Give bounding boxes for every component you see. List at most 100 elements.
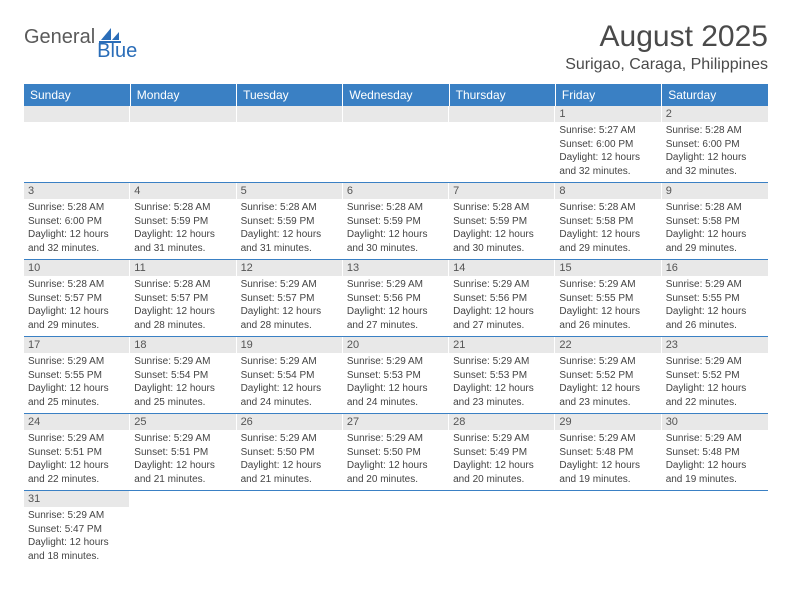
sunrise-text: Sunrise: 5:29 AM (28, 432, 126, 446)
daylight-line1: Daylight: 12 hours (347, 382, 445, 396)
sunrise-text: Sunrise: 5:29 AM (453, 355, 551, 369)
sunrise-text: Sunrise: 5:28 AM (347, 201, 445, 215)
daylight-line2: and 31 minutes. (134, 242, 232, 256)
sunrise-text: Sunrise: 5:29 AM (559, 278, 657, 292)
day-body: Sunrise: 5:29 AMSunset: 5:53 PMDaylight:… (449, 353, 555, 413)
daylight-line2: and 18 minutes. (28, 550, 126, 564)
month-title: August 2025 (565, 20, 768, 54)
sunset-text: Sunset: 5:47 PM (28, 523, 126, 537)
calendar-cell: 5Sunrise: 5:28 AMSunset: 5:59 PMDaylight… (237, 183, 343, 260)
daylight-line2: and 28 minutes. (241, 319, 339, 333)
sunset-text: Sunset: 5:57 PM (134, 292, 232, 306)
logo-word2: Blue (97, 40, 137, 63)
empty-day-number (343, 106, 449, 122)
sunrise-text: Sunrise: 5:29 AM (347, 432, 445, 446)
day-number: 19 (237, 337, 343, 353)
sunset-text: Sunset: 5:58 PM (559, 215, 657, 229)
day-body: Sunrise: 5:29 AMSunset: 5:50 PMDaylight:… (343, 430, 449, 490)
day-number: 4 (130, 183, 236, 199)
day-number: 7 (449, 183, 555, 199)
sunset-text: Sunset: 5:51 PM (134, 446, 232, 460)
sunrise-text: Sunrise: 5:29 AM (666, 355, 764, 369)
sunset-text: Sunset: 6:00 PM (28, 215, 126, 229)
daylight-line2: and 24 minutes. (241, 396, 339, 410)
sunrise-text: Sunrise: 5:29 AM (666, 278, 764, 292)
calendar-cell: 3Sunrise: 5:28 AMSunset: 6:00 PMDaylight… (24, 183, 130, 260)
calendar-cell: 9Sunrise: 5:28 AMSunset: 5:58 PMDaylight… (662, 183, 768, 260)
day-body: Sunrise: 5:29 AMSunset: 5:52 PMDaylight:… (662, 353, 768, 413)
daylight-line2: and 19 minutes. (559, 473, 657, 487)
calendar-cell: 20Sunrise: 5:29 AMSunset: 5:53 PMDayligh… (343, 337, 449, 414)
day-body: Sunrise: 5:29 AMSunset: 5:47 PMDaylight:… (24, 507, 130, 567)
day-body: Sunrise: 5:27 AMSunset: 6:00 PMDaylight:… (555, 122, 661, 182)
day-body: Sunrise: 5:28 AMSunset: 5:59 PMDaylight:… (237, 199, 343, 259)
sunset-text: Sunset: 5:56 PM (347, 292, 445, 306)
calendar-cell: 12Sunrise: 5:29 AMSunset: 5:57 PMDayligh… (237, 260, 343, 337)
daylight-line1: Daylight: 12 hours (666, 228, 764, 242)
daylight-line2: and 31 minutes. (241, 242, 339, 256)
calendar-cell: 13Sunrise: 5:29 AMSunset: 5:56 PMDayligh… (343, 260, 449, 337)
calendar-cell: 4Sunrise: 5:28 AMSunset: 5:59 PMDaylight… (130, 183, 236, 260)
day-body: Sunrise: 5:29 AMSunset: 5:51 PMDaylight:… (130, 430, 236, 490)
calendar-cell: 6Sunrise: 5:28 AMSunset: 5:59 PMDaylight… (343, 183, 449, 260)
daylight-line1: Daylight: 12 hours (666, 382, 764, 396)
calendar-cell: 31Sunrise: 5:29 AMSunset: 5:47 PMDayligh… (24, 491, 130, 568)
daylight-line1: Daylight: 12 hours (241, 459, 339, 473)
sunrise-text: Sunrise: 5:28 AM (134, 201, 232, 215)
daylight-line1: Daylight: 12 hours (559, 382, 657, 396)
calendar-cell: 11Sunrise: 5:28 AMSunset: 5:57 PMDayligh… (130, 260, 236, 337)
weekday-header: Friday (555, 84, 661, 106)
daylight-line2: and 25 minutes. (134, 396, 232, 410)
day-number: 17 (24, 337, 130, 353)
daylight-line2: and 28 minutes. (134, 319, 232, 333)
day-number: 28 (449, 414, 555, 430)
calendar-week-row: 3Sunrise: 5:28 AMSunset: 6:00 PMDaylight… (24, 183, 768, 260)
daylight-line2: and 21 minutes. (134, 473, 232, 487)
day-number: 26 (237, 414, 343, 430)
day-body: Sunrise: 5:29 AMSunset: 5:50 PMDaylight:… (237, 430, 343, 490)
calendar-week-row: 31Sunrise: 5:29 AMSunset: 5:47 PMDayligh… (24, 491, 768, 568)
daylight-line1: Daylight: 12 hours (134, 228, 232, 242)
day-number: 18 (130, 337, 236, 353)
calendar-week-row: 17Sunrise: 5:29 AMSunset: 5:55 PMDayligh… (24, 337, 768, 414)
calendar-cell: 2Sunrise: 5:28 AMSunset: 6:00 PMDaylight… (662, 106, 768, 183)
daylight-line2: and 27 minutes. (453, 319, 551, 333)
sunset-text: Sunset: 5:58 PM (666, 215, 764, 229)
daylight-line2: and 19 minutes. (666, 473, 764, 487)
daylight-line1: Daylight: 12 hours (28, 382, 126, 396)
sunset-text: Sunset: 6:00 PM (666, 138, 764, 152)
daylight-line2: and 32 minutes. (559, 165, 657, 179)
sunset-text: Sunset: 5:55 PM (666, 292, 764, 306)
day-number: 29 (555, 414, 661, 430)
sunrise-text: Sunrise: 5:28 AM (453, 201, 551, 215)
calendar-week-row: 24Sunrise: 5:29 AMSunset: 5:51 PMDayligh… (24, 414, 768, 491)
calendar-cell: 30Sunrise: 5:29 AMSunset: 5:48 PMDayligh… (662, 414, 768, 491)
calendar-cell: 17Sunrise: 5:29 AMSunset: 5:55 PMDayligh… (24, 337, 130, 414)
daylight-line2: and 29 minutes. (559, 242, 657, 256)
weekday-header: Wednesday (343, 84, 449, 106)
calendar-cell (343, 106, 449, 183)
calendar-cell: 22Sunrise: 5:29 AMSunset: 5:52 PMDayligh… (555, 337, 661, 414)
daylight-line1: Daylight: 12 hours (347, 305, 445, 319)
day-number: 9 (662, 183, 768, 199)
sunrise-text: Sunrise: 5:29 AM (241, 278, 339, 292)
sunset-text: Sunset: 5:50 PM (347, 446, 445, 460)
sunrise-text: Sunrise: 5:28 AM (134, 278, 232, 292)
sunrise-text: Sunrise: 5:29 AM (134, 355, 232, 369)
daylight-line1: Daylight: 12 hours (559, 151, 657, 165)
calendar-cell: 25Sunrise: 5:29 AMSunset: 5:51 PMDayligh… (130, 414, 236, 491)
day-number: 5 (237, 183, 343, 199)
daylight-line2: and 23 minutes. (453, 396, 551, 410)
weekday-header: Sunday (24, 84, 130, 106)
calendar-cell (555, 491, 661, 568)
daylight-line1: Daylight: 12 hours (241, 228, 339, 242)
weekday-header: Monday (130, 84, 236, 106)
daylight-line2: and 32 minutes. (666, 165, 764, 179)
calendar-cell (237, 106, 343, 183)
logo-word1: General (24, 26, 95, 49)
title-block: August 2025 Surigao, Caraga, Philippines (565, 20, 768, 74)
calendar-cell (449, 106, 555, 183)
day-body: Sunrise: 5:29 AMSunset: 5:55 PMDaylight:… (662, 276, 768, 336)
day-number: 16 (662, 260, 768, 276)
sunset-text: Sunset: 5:59 PM (453, 215, 551, 229)
